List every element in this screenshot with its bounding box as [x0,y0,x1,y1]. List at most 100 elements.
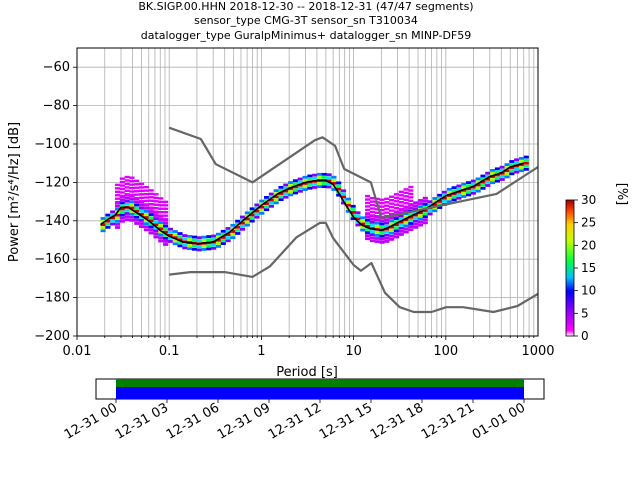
psd-heat-cell [499,171,505,175]
psd-heat-cell [523,155,529,159]
psd-heat-cell [427,203,433,207]
psd-heat-cell [365,237,371,241]
psd-heat-cell [384,236,390,240]
psd-heat-cell [114,194,121,197]
psd-heat-cell [148,225,154,229]
x-tick-label: 10 [345,344,362,359]
psd-heat-cell [264,205,270,209]
psd-heat-cell [288,190,294,194]
psd-heat-cell [456,184,462,188]
psd-heat-cell [167,227,173,231]
psd-heat-cell [148,192,154,196]
psd-heat-cell [191,235,198,239]
psd-heat-cell [422,215,428,219]
psd-heat-cell [422,221,428,225]
psd-heat-cell [451,186,457,190]
psd-heat-cell [384,204,390,207]
psd-heat-cell [110,222,116,226]
psd-heat-cell [413,219,419,223]
psd-heat-cell [172,233,178,236]
psd-heat-cell [422,196,428,200]
psd-heat-cell [124,218,130,222]
psd-heat-cell [114,216,121,220]
psd-heat-cell [403,227,409,231]
psd-heat-cell [365,228,371,231]
psd-heat-cell [312,186,318,189]
psd-heat-cell [514,161,520,165]
psd-heat-cell [230,236,236,240]
psd-heat-cell [365,212,371,215]
psd-heat-cell [422,202,428,206]
psd-heat-cell [158,236,164,240]
psd-heat-cell [201,235,207,239]
psd-heat-cell [302,175,308,179]
psd-heat-cell [437,193,443,197]
psd-heat-cell [215,232,222,236]
psd-heat-cell [417,223,424,227]
psd-heat-cell [153,223,159,227]
psd-heat-cell [490,175,496,178]
psd-heat-cell [139,182,145,186]
psd-heat-cell [398,217,404,221]
psd-heat-cell [153,229,159,233]
psd-heat-cell [374,234,380,237]
psd-heat-cell [384,207,390,211]
psd-heat-cell [139,200,145,203]
psd-heat-cell [365,221,371,225]
psd-heat-cell [172,242,178,246]
psd-heat-cell [326,182,332,186]
timeline-tick-label: 12-31 15 [317,400,375,442]
psd-heat-cell [331,175,337,179]
psd-heat-cell [278,189,284,192]
psd-heat-cell [100,226,106,230]
psd-heat-cell [485,171,491,175]
psd-heat-cell [523,167,529,171]
psd-heat-cell [124,199,130,203]
y-tick-label: −100 [34,137,70,152]
psd-heat-cell [398,223,404,227]
psd-heat-cell [374,211,380,214]
psd-heat-cell [264,202,270,205]
psd-heat-cell [403,218,409,222]
psd-heat-cell [369,207,375,210]
psd-heat-cell [143,185,149,189]
colorbar-tick-label: 20 [581,238,596,252]
psd-heat-cell [302,188,308,191]
psd-heat-cell [225,236,231,240]
psd-heat-cell [413,204,419,208]
psd-heat-cell [114,183,121,187]
psd-heat-cell [393,220,399,224]
colorbar-tick-label: 5 [581,306,589,320]
psd-heat-cell [393,223,399,227]
psd-heat-cell [417,202,424,205]
psd-heat-cell [297,180,303,184]
psd-heat-cell [143,219,149,222]
psd-heat-cell [148,189,154,192]
psd-heat-cell [163,230,169,234]
psd-heat-cell [143,225,149,229]
psd-heat-cell [153,220,159,224]
x-axis-label: Period [s] [276,365,338,380]
psd-heat-cell [494,173,500,177]
psd-heat-cell [187,247,193,251]
psd-heat-cell [206,244,212,248]
psd-heat-cell [437,200,443,203]
psd-heat-cell [292,182,299,186]
psd-heat-cell [369,224,375,227]
psd-heat-cell [360,219,366,223]
psd-heat-cell [398,207,404,211]
psd-heat-cell [365,231,371,234]
psd-heat-cell [158,230,164,234]
psd-heat-cell [321,182,327,185]
psd-heat-cell [211,246,217,250]
psd-heat-cell [297,189,303,193]
psd-heat-cell [158,221,164,224]
mode-psd-line [100,162,524,245]
psd-heatmap [100,155,529,252]
psd-heat-cell [355,214,361,218]
psd-heat-cell [369,233,375,237]
psd-heat-cell [211,237,217,241]
psd-heat-cell [432,197,438,200]
psd-heat-cell [417,199,424,202]
